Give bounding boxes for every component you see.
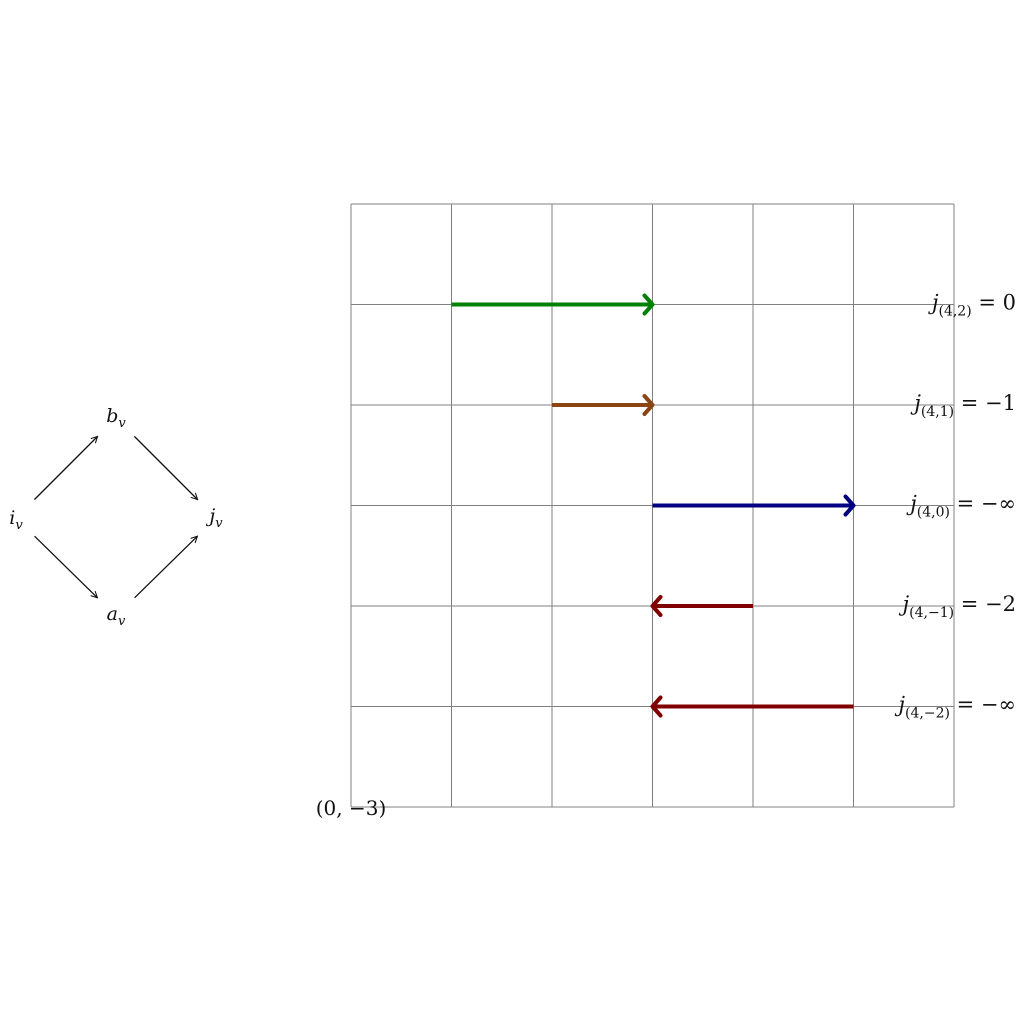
arrow-label-value: = −1 [954,391,1016,415]
arrow-label-j: j [906,492,917,516]
diamond-edges [33,435,198,599]
arrow-row-4 [650,595,753,617]
arrow-label-row-5: j(4,−2) = −∞ [895,693,1016,722]
node-a: av [107,603,126,629]
arrow-label-value: = 0 [972,291,1016,315]
arrow-label-j: j [899,592,910,616]
arrow-label-value: = −2 [954,592,1016,616]
node-b-base: b [106,405,118,427]
arrow-label-sub: (4,−2) [905,706,950,722]
arrow-row-2 [552,394,655,416]
arrow-label-j: j [895,693,906,717]
arrow-head [650,595,663,617]
node-i-base: i [9,507,15,529]
arrow-labels: j(4,2) = 0j(4,1) = −1j(4,0) = −∞j(4,−1) … [895,291,1016,722]
diamond-edge-a-j [134,536,198,599]
node-b-sub: v [118,416,126,431]
node-b: bv [106,405,126,431]
grid-arrows [451,293,856,718]
arrow-head [843,494,856,517]
node-a-base: a [107,603,118,625]
arrow-label-value: = −∞ [950,693,1016,717]
diamond-edge-i-b [33,436,97,501]
arrow-label-j: j [928,291,939,315]
diamond-edge-b-j [133,435,197,499]
node-j-sub: v [215,516,223,531]
arrow-label-sub: (4,−1) [909,605,954,621]
node-j: jv [205,505,223,531]
arrow-head [642,394,655,416]
arrow-label-row-3: j(4,0) = −∞ [906,492,1016,521]
arrow-row-3 [652,494,856,517]
arrow-label-sub: (4,1) [921,404,954,420]
arrow-label-sub: (4,2) [938,304,971,320]
node-i-sub: v [15,518,23,533]
diamond-diagram: iv bv av jv [9,405,223,629]
diamond-edge-i-a [34,535,98,598]
arrow-head [650,695,663,718]
arrow-label-row-2: j(4,1) = −1 [910,391,1016,420]
grid-diagram: j(4,2) = 0j(4,1) = −1j(4,0) = −∞j(4,−1) … [316,203,1016,820]
arrow-label-sub: (4,0) [917,505,950,521]
arrow-label-row-1: j(4,2) = 0 [928,291,1016,320]
arrow-label-j: j [910,391,921,415]
node-j-base: j [205,505,215,527]
arrow-label-value: = −∞ [950,492,1016,516]
arrow-row-5 [650,695,854,718]
origin-label: (0, −3) [316,796,387,820]
node-a-sub: v [118,614,126,629]
arrow-head [642,293,655,316]
arrow-row-1 [451,293,655,316]
node-i: iv [9,507,23,533]
arrow-label-row-4: j(4,−1) = −2 [899,592,1016,621]
